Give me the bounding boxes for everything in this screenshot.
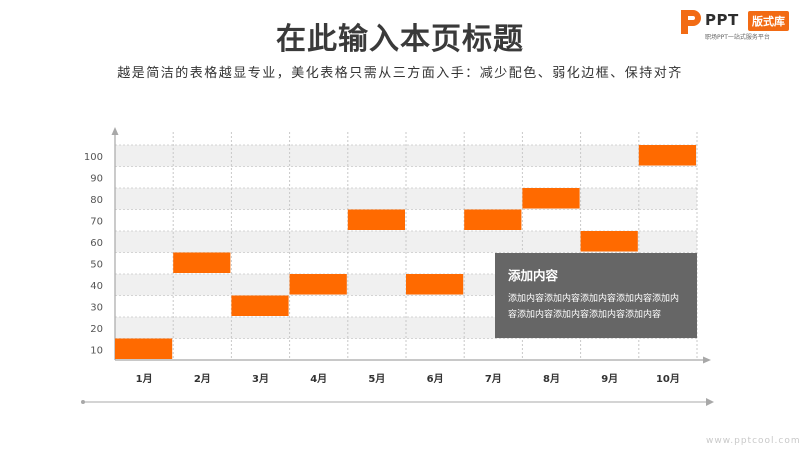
y-tick-label: 70	[90, 216, 103, 227]
bar-10月	[638, 145, 696, 166]
y-tick-label: 80	[90, 195, 103, 206]
x-tick-label: 7月	[485, 373, 502, 385]
logo-p-icon	[681, 10, 701, 34]
callout-box: 添加内容 添加内容添加内容添加内容添加内容添加内容添加内容添加内容添加内容添加内…	[495, 253, 697, 338]
x-tick-label: 1月	[136, 373, 153, 385]
page-title: 在此输入本页标题	[276, 22, 524, 57]
callout-body: 添加内容添加内容添加内容添加内容添加内容添加内容添加内容添加内容添加内容	[508, 294, 680, 320]
y-tick-label: 30	[90, 302, 103, 313]
x-tick-label: 10月	[656, 373, 680, 385]
callout-title: 添加内容	[508, 268, 559, 283]
grid-band	[115, 145, 697, 167]
logo-slogan: 职场PPT一站式服务平台	[705, 34, 770, 41]
y-axis-arrow	[111, 127, 119, 135]
y-tick-label: 10	[90, 345, 103, 356]
x-tick-label: 9月	[601, 373, 618, 385]
bar-8月	[522, 188, 580, 209]
bar-3月	[231, 295, 289, 316]
x-tick-label: 8月	[543, 373, 560, 385]
x-axis-arrow	[703, 356, 711, 364]
bar-6月	[406, 274, 464, 295]
watermark-text: www.pptcool.com	[706, 436, 800, 446]
y-tick-label: 50	[90, 259, 103, 270]
y-tick-label: 40	[90, 281, 103, 292]
brand-logo[interactable]: PPT 版式库 职场PPT一站式服务平台	[678, 8, 794, 42]
logo-wordmark: PPT	[705, 11, 739, 29]
bar-9月	[580, 231, 638, 252]
y-tick-label: 20	[90, 324, 103, 335]
bar-5月	[347, 209, 405, 230]
y-tick-label: 60	[90, 238, 103, 249]
x-tick-label: 3月	[252, 373, 269, 385]
bottom-divider	[81, 398, 714, 406]
y-tick-label: 100	[84, 152, 103, 163]
x-tick-label: 5月	[368, 373, 385, 385]
y-tick-label: 90	[90, 173, 103, 184]
x-tick-label: 2月	[194, 373, 211, 385]
logo-tag: 版式库	[748, 11, 789, 31]
bar-4月	[289, 274, 347, 295]
bar-2月	[173, 252, 231, 273]
page-subtitle: 越是简洁的表格越显专业，美化表格只需从三方面入手：减少配色、弱化边框、保持对齐	[117, 66, 683, 81]
bar-1月	[115, 338, 173, 359]
grid-band	[115, 188, 697, 210]
x-tick-label: 6月	[427, 373, 444, 385]
bar-7月	[464, 209, 522, 230]
x-tick-label: 4月	[310, 373, 327, 385]
